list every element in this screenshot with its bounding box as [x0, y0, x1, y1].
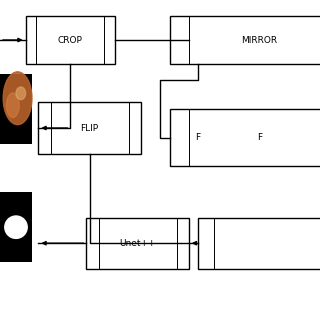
Ellipse shape: [6, 93, 19, 118]
Circle shape: [5, 216, 27, 238]
Bar: [170, 16, 320, 64]
Text: Unet++: Unet++: [119, 239, 156, 248]
Text: CROP: CROP: [58, 36, 83, 44]
Bar: [0, 192, 32, 262]
Bar: [26, 16, 115, 64]
Bar: [0, 74, 32, 144]
Bar: [198, 218, 320, 269]
Bar: [170, 109, 320, 166]
Text: F: F: [195, 133, 200, 142]
Bar: [38, 102, 141, 154]
Text: MIRROR: MIRROR: [241, 36, 277, 44]
Ellipse shape: [3, 72, 32, 124]
Bar: [86, 218, 189, 269]
Text: FLIP: FLIP: [81, 124, 99, 132]
Ellipse shape: [16, 87, 26, 100]
Text: F: F: [257, 133, 262, 142]
